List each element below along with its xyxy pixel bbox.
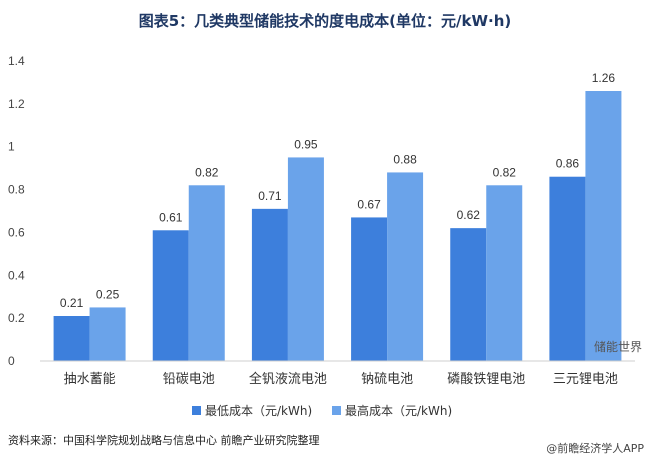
- x-tick-label: 三元锂电池: [553, 372, 618, 387]
- bar-max-cost: [387, 172, 424, 361]
- x-tick-label: 全钒液流电池: [249, 371, 327, 387]
- bar-max-cost: [89, 307, 126, 361]
- legend: 最低成本（元/kWh) 最高成本（元/kWh): [192, 403, 452, 418]
- legend-label-min: 最低成本（元/kWh): [205, 404, 312, 418]
- data-label: 0.82: [493, 165, 517, 179]
- legend-swatch-max: [332, 406, 341, 415]
- data-label: 1.26: [592, 71, 616, 85]
- y-axis: 0 0.2 0.4 0.6 0.8 1 1.2 1.4: [8, 54, 25, 368]
- y-tick-label: 1.4: [8, 54, 25, 68]
- bar-max-cost: [287, 157, 324, 361]
- bar-min-cost: [549, 176, 586, 361]
- bar-min-cost: [450, 228, 487, 361]
- x-axis: 抽水蓄能 铅碳电池 全钒液流电池 钠硫电池 磷酸铁锂电池 三元锂电池: [40, 360, 635, 387]
- corner-tag: @前瞻经济学人APP: [546, 442, 644, 455]
- bar-max-cost: [188, 185, 225, 361]
- x-tick-label: 钠硫电池: [361, 372, 413, 387]
- bar-chart: 0 0.2 0.4 0.6 0.8 1 1.2 1.4 0.21 0.25 0.61 0.82 0.7…: [8, 54, 635, 418]
- bars: [53, 91, 622, 361]
- data-label: 0.82: [195, 165, 219, 179]
- data-label: 0.88: [393, 152, 417, 166]
- data-label: 0.67: [357, 197, 381, 211]
- chart-title: 图表5：几类典型储能技术的度电成本(单位：元/kW·h): [138, 12, 512, 30]
- legend-label-max: 最高成本（元/kWh): [345, 403, 452, 418]
- bar-min-cost: [53, 316, 90, 361]
- y-tick-label: 0.2: [8, 311, 25, 325]
- data-label: 0.86: [556, 157, 580, 171]
- x-tick-label: 抽水蓄能: [64, 372, 116, 387]
- data-label: 0.61: [159, 210, 183, 224]
- brand-tag: 储能世界: [593, 340, 642, 354]
- bar-min-cost: [351, 217, 388, 361]
- x-tick-label: 铅碳电池: [163, 372, 215, 387]
- y-tick-label: 0.8: [8, 183, 25, 197]
- data-label: 0.95: [294, 137, 318, 151]
- y-tick-label: 1: [8, 140, 15, 154]
- bar-max-cost: [486, 185, 523, 361]
- bar-min-cost: [152, 230, 189, 361]
- data-label: 0.21: [60, 296, 84, 310]
- data-label: 0.62: [457, 208, 481, 222]
- y-tick-label: 0.4: [8, 268, 25, 282]
- legend-swatch-min: [192, 406, 201, 415]
- y-tick-label: 1.2: [8, 97, 25, 111]
- value-labels: 0.21 0.25 0.61 0.82 0.71 0.95 0.67 0.88 0.62 0.82…: [60, 71, 616, 310]
- bar-max-cost: [585, 91, 622, 361]
- y-tick-label: 0: [8, 354, 15, 368]
- x-tick-label: 磷酸铁锂电池: [447, 372, 525, 387]
- data-label: 0.71: [258, 189, 282, 203]
- bar-min-cost: [251, 208, 288, 361]
- y-tick-label: 0.6: [8, 225, 25, 239]
- data-label: 0.25: [96, 287, 120, 301]
- source-note: 资料来源：中国科学院规划战略与信息中心 前瞻产业研究院整理: [8, 434, 320, 447]
